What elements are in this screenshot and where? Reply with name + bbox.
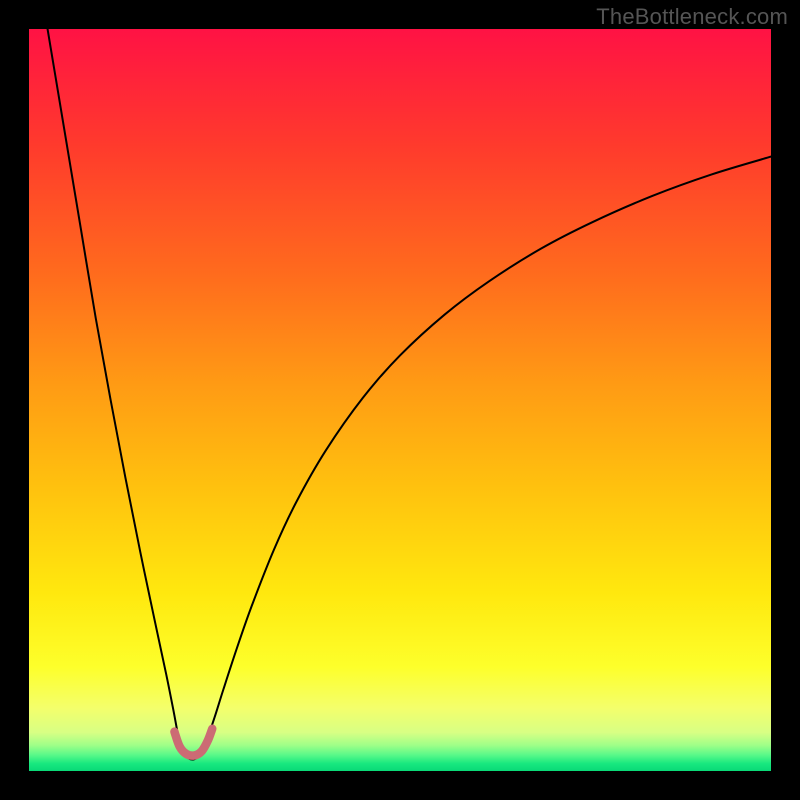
watermark-text: TheBottleneck.com <box>596 4 788 30</box>
chart-frame: TheBottleneck.com <box>0 0 800 800</box>
bottleneck-curve-chart <box>29 29 771 771</box>
chart-background <box>29 29 771 771</box>
plot-area <box>29 29 771 771</box>
